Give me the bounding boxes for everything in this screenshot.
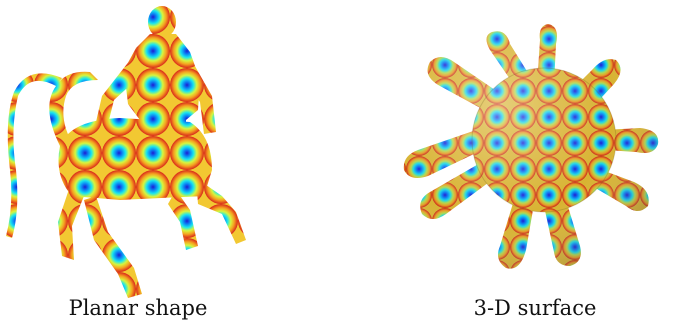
planar-shape-panel bbox=[0, 0, 260, 326]
surface-3d-panel bbox=[380, 0, 678, 326]
planar-shape-caption: Planar shape bbox=[68, 296, 208, 320]
surface-3d-image bbox=[403, 24, 659, 269]
surface-3d-caption: 3-D surface bbox=[473, 296, 597, 320]
planar-shape-image bbox=[6, 6, 246, 298]
